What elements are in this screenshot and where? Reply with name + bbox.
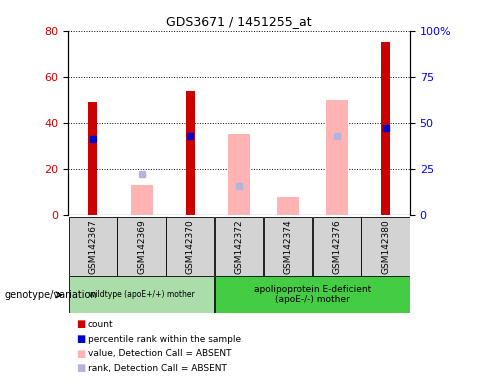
Bar: [68, 276, 215, 313]
Text: ■: ■: [76, 363, 85, 373]
Text: GSM142367: GSM142367: [88, 219, 97, 274]
Text: ■: ■: [76, 349, 85, 359]
Text: genotype/variation: genotype/variation: [5, 290, 98, 300]
Bar: [361, 217, 409, 276]
Bar: [277, 197, 299, 215]
Text: GSM142374: GSM142374: [284, 219, 292, 274]
Bar: [131, 185, 152, 215]
Bar: [381, 42, 390, 215]
Text: ■: ■: [76, 334, 85, 344]
Bar: [88, 102, 97, 215]
Bar: [117, 217, 165, 276]
Bar: [228, 134, 250, 215]
Bar: [264, 217, 312, 276]
Bar: [166, 217, 215, 276]
Bar: [68, 217, 117, 276]
Bar: [326, 100, 347, 215]
Bar: [312, 217, 361, 276]
Bar: [215, 276, 409, 313]
Text: GSM142380: GSM142380: [381, 219, 390, 274]
Text: rank, Detection Call = ABSENT: rank, Detection Call = ABSENT: [88, 364, 227, 373]
Bar: [186, 91, 195, 215]
Text: GSM142370: GSM142370: [186, 219, 195, 274]
Text: count: count: [88, 320, 114, 329]
Text: wildtype (apoE+/+) mother: wildtype (apoE+/+) mother: [89, 290, 194, 299]
Text: value, Detection Call = ABSENT: value, Detection Call = ABSENT: [88, 349, 231, 358]
Text: apolipoprotein E-deficient
(apoE-/-) mother: apolipoprotein E-deficient (apoE-/-) mot…: [254, 285, 371, 305]
Text: ■: ■: [76, 319, 85, 329]
Text: GSM142369: GSM142369: [137, 219, 146, 274]
Text: percentile rank within the sample: percentile rank within the sample: [88, 334, 241, 344]
Title: GDS3671 / 1451255_at: GDS3671 / 1451255_at: [166, 15, 312, 28]
Text: GSM142376: GSM142376: [332, 219, 341, 274]
Bar: [215, 217, 264, 276]
Text: GSM142372: GSM142372: [235, 219, 244, 274]
